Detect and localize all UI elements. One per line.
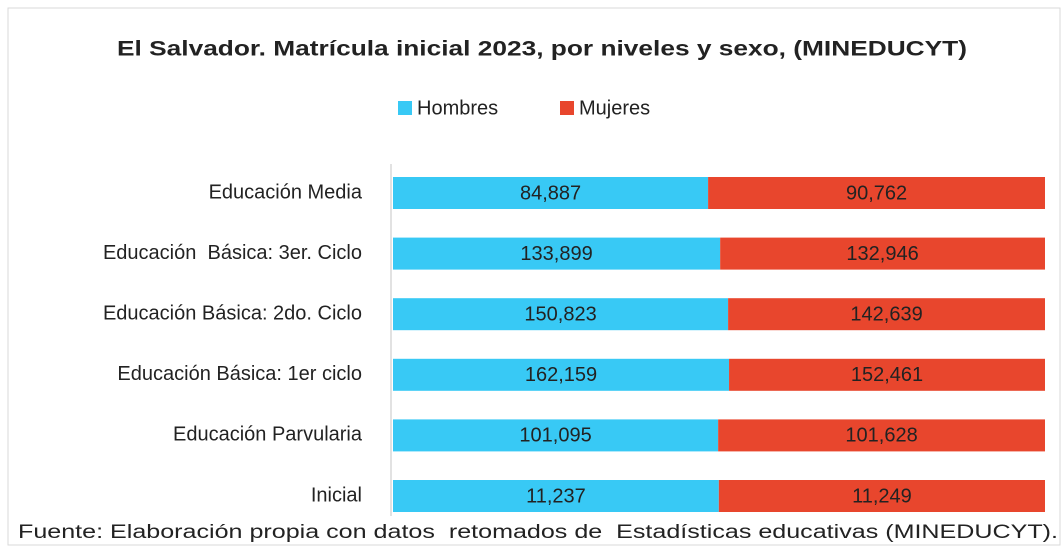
bar-segment [718, 480, 1045, 512]
bar-segment [728, 298, 1045, 331]
category-label: Educación Básica: 1er ciclo [117, 363, 362, 385]
chart-title: El Salvador. Matrícula inicial 2023, por… [117, 38, 967, 61]
category-label: Educación Parvularia [173, 424, 363, 446]
category-label: Educación Básica: 3er. Ciclo [103, 242, 362, 264]
value-label: 152,461 [851, 364, 923, 386]
value-label: 84,887 [520, 182, 581, 204]
value-label: 101,628 [845, 425, 917, 447]
bar-segment [393, 358, 730, 391]
bar-segment [393, 419, 719, 452]
value-label: 90,762 [846, 182, 907, 204]
bar-segment [393, 177, 709, 209]
legend-label: Hombres [417, 97, 498, 119]
category-label: Inicial [311, 484, 362, 506]
chart-frame [7, 7, 1061, 546]
legend-swatch [398, 101, 412, 115]
source-note: Fuente: Elaboración propia con datos ret… [18, 522, 1058, 543]
value-label: 101,095 [519, 425, 591, 447]
bar-segment [729, 358, 1045, 391]
bar-segment [718, 419, 1045, 452]
bar-segment [393, 480, 719, 512]
value-label: 162,159 [525, 364, 597, 386]
value-label: 133,899 [520, 243, 592, 265]
value-label: 132,946 [846, 243, 918, 265]
category-label: Educación Básica: 2do. Ciclo [103, 302, 362, 324]
value-label: 150,823 [524, 303, 596, 325]
legend-swatch [560, 101, 574, 115]
value-label: 11,237 [526, 485, 586, 507]
value-label: 142,639 [850, 303, 922, 325]
bar-segment [720, 237, 1045, 270]
category-label: Educación Media [209, 181, 363, 203]
bar-segment [708, 177, 1045, 209]
legend-label: Mujeres [579, 97, 650, 119]
bar-segment [393, 237, 721, 270]
bar-segment [393, 298, 729, 331]
value-label: 11,249 [852, 485, 912, 507]
